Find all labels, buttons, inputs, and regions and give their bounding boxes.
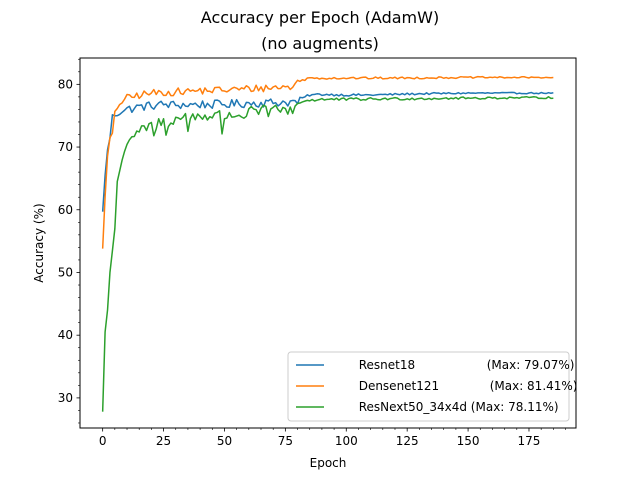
x-tick-label: 100 bbox=[335, 434, 358, 448]
x-axis-label: Epoch bbox=[310, 456, 347, 470]
legend-series-resnet18: Resnet18 bbox=[359, 358, 415, 372]
legend: Resnet18 (Max: 79.07%) Densenet121 (Max:… bbox=[287, 351, 597, 422]
x-axis-ticks: 0 25 50 75 100 125 150 175 bbox=[99, 428, 566, 448]
x-tick-label: 50 bbox=[217, 434, 232, 448]
y-axis-ticks: 30 40 50 60 70 80 bbox=[58, 58, 80, 424]
y-tick-label: 80 bbox=[58, 77, 73, 91]
x-tick-label: 150 bbox=[457, 434, 480, 448]
y-axis-label: Accuracy (%) bbox=[32, 203, 46, 282]
chart-subtitle: (no augments) bbox=[261, 34, 379, 53]
y-tick-label: 70 bbox=[58, 140, 73, 154]
legend-label-resnet18: Resnet18 bbox=[332, 358, 434, 372]
y-tick-label: 40 bbox=[58, 328, 73, 342]
y-tick-label: 60 bbox=[58, 203, 73, 217]
y-tick-label: 30 bbox=[58, 391, 73, 405]
plot-frame bbox=[79, 57, 577, 429]
x-tick-label: 25 bbox=[156, 434, 171, 448]
legend-box bbox=[287, 351, 570, 422]
legend-label-resnext50: ResNext50_34x4d (Max: 78.11%) bbox=[332, 400, 578, 414]
legend-max-value-densenet121: (Max: 81.41%) bbox=[490, 379, 578, 393]
y-tick-label: 50 bbox=[58, 265, 73, 279]
legend-label-densenet121: Densenet121 bbox=[332, 379, 458, 393]
series-line-resnet18 bbox=[101, 91, 554, 212]
series-line-resnext50-34x4d bbox=[101, 95, 554, 412]
legend-series-densenet121: Densenet121 bbox=[359, 379, 439, 393]
legend-max-resnet18: (Max: 79.07%) bbox=[460, 358, 594, 372]
legend-max-value-resnet18: (Max: 79.07%) bbox=[487, 358, 575, 372]
legend-max-densenet121: (Max: 81.41%) bbox=[463, 379, 597, 393]
x-tick-label: 175 bbox=[518, 434, 541, 448]
plot-lines bbox=[101, 75, 554, 412]
legend-series-resnext50: ResNext50_34x4d (Max: 78.11%) bbox=[359, 400, 559, 414]
chart-title: Accuracy per Epoch (AdamW) bbox=[201, 8, 439, 27]
series-line-densenet121 bbox=[101, 75, 554, 249]
x-tick-label: 125 bbox=[396, 434, 419, 448]
x-tick-label: 0 bbox=[99, 434, 107, 448]
x-tick-label: 75 bbox=[278, 434, 293, 448]
